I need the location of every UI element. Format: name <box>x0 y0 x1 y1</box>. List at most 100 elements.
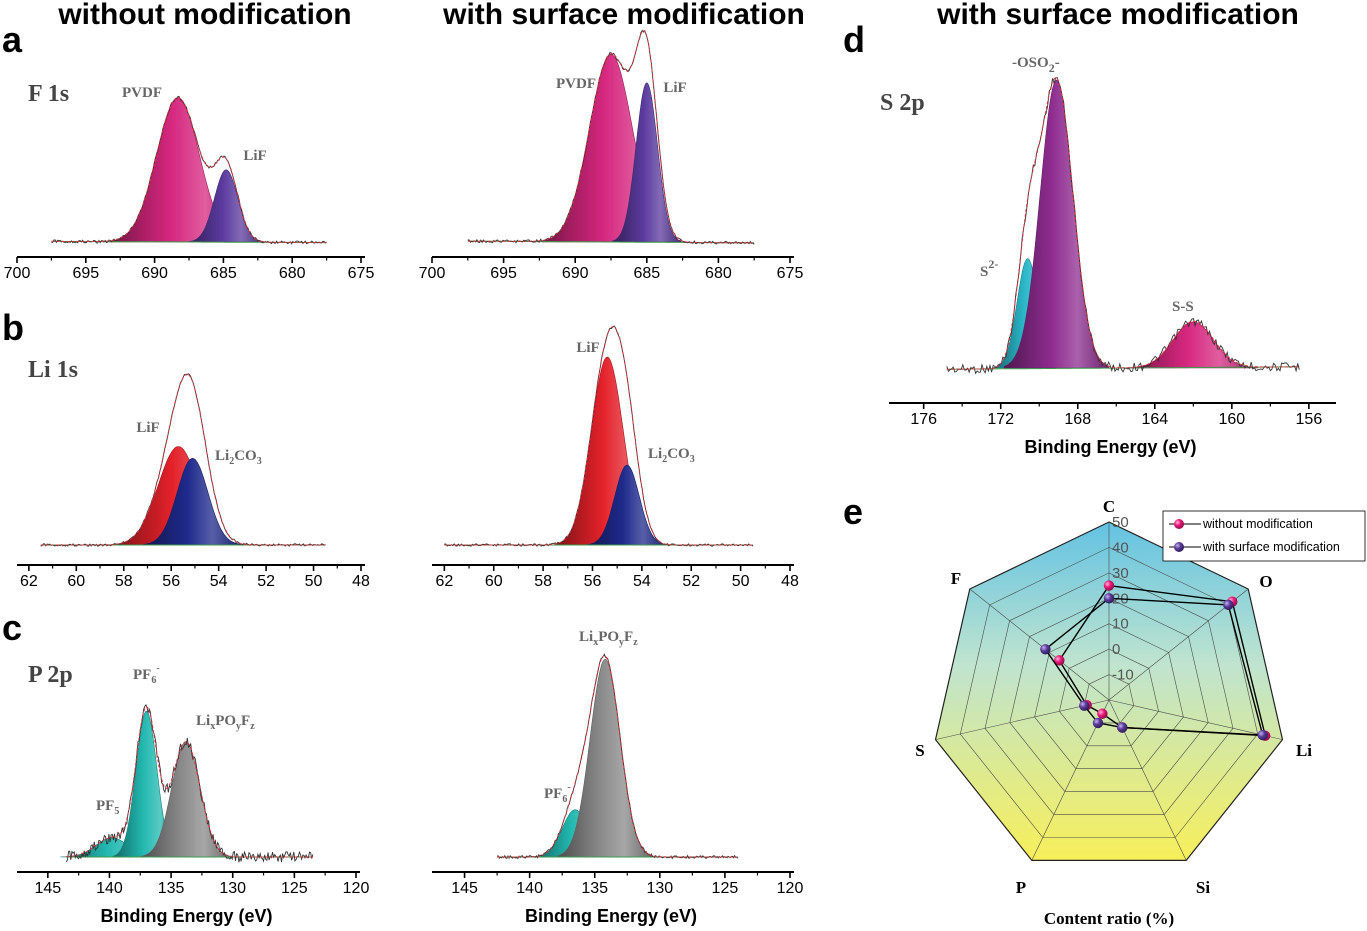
peak-label-lif: LiF <box>243 148 266 164</box>
x-tick-label: 52 <box>682 573 700 590</box>
radar-point-without <box>1054 655 1065 666</box>
radar-point-with <box>1103 593 1115 604</box>
legend-marker <box>1174 519 1184 529</box>
radar-grid-ring <box>984 572 1234 815</box>
radar-axis-label: O <box>1259 572 1272 591</box>
peak-fill-lif <box>612 82 682 243</box>
x-tick-label: 675 <box>777 265 804 282</box>
legend-label: without modification <box>1202 517 1313 531</box>
panel-letter-a: a <box>2 19 23 60</box>
x-tick-label: 160 <box>1218 411 1245 428</box>
fit-envelope-line <box>51 96 327 244</box>
radar-grid-ring <box>1059 648 1159 747</box>
x-tick-label: 50 <box>732 573 750 590</box>
radar-point-with <box>1092 717 1104 729</box>
fit-envelope-line <box>66 706 313 858</box>
x-axis-label: Binding Energy (eV) <box>1024 437 1196 457</box>
x-tick-label: 125 <box>281 880 308 897</box>
radar-spoke <box>1108 699 1283 740</box>
radar-grid-ring <box>1009 597 1209 792</box>
peak-label-lif: LiF <box>663 80 686 96</box>
peak-label-li2co3: Li2CO3 <box>215 448 262 467</box>
element-label: Li 1s <box>28 357 78 383</box>
x-tick-label: 168 <box>1064 411 1091 428</box>
radar-tick-label: 40 <box>1112 539 1129 556</box>
x-tick-label: 145 <box>451 880 478 897</box>
radar-tick-label: 50 <box>1112 514 1129 531</box>
x-tick-label: 60 <box>67 573 85 590</box>
x-tick-label: 56 <box>584 573 602 590</box>
fit-envelope-line <box>444 326 753 546</box>
peak-label-lixpoyfz: LixPOyFz <box>196 713 255 732</box>
p2p-without-plot: P 2p 145 140 135 130 125 120 Binding Energy (eV… <box>17 662 369 926</box>
raw-spectrum-line <box>65 703 314 863</box>
peak-label-pvdf: PVDF <box>122 85 162 101</box>
x-tick-label: 680 <box>279 265 306 282</box>
x-tick-label: 50 <box>305 573 323 590</box>
x-tick-label: 125 <box>712 880 739 897</box>
x-tick-label: 58 <box>115 573 133 590</box>
x-tick-label: 164 <box>1141 411 1168 428</box>
peak-fill-li2co3 <box>142 457 243 546</box>
element-label: P 2p <box>28 662 73 688</box>
x-tick-label: 135 <box>158 880 185 897</box>
radar-spoke <box>969 588 1110 701</box>
f1s-with-plot: 700 695 690 685 680 675 <box>419 29 804 282</box>
radar-point-with <box>1040 644 1051 655</box>
x-tick-label: 48 <box>352 573 370 590</box>
radar-grid-ring <box>959 547 1259 838</box>
peak-label-pf5: PF5 <box>96 798 119 817</box>
radar-point-without <box>1097 708 1108 719</box>
radar-axis-label: S <box>915 741 924 760</box>
fit-envelope-line <box>467 30 755 244</box>
element-label: F 1s <box>28 81 69 107</box>
x-tick-label: 52 <box>257 573 275 590</box>
fit-envelope-line <box>946 76 1300 370</box>
raw-spectrum-line <box>946 77 1300 375</box>
x-tick-label: 690 <box>562 265 589 282</box>
radar-axis-label: F <box>951 569 961 588</box>
panel-letter-b: b <box>2 307 24 348</box>
peak-label-pf6: PF6- <box>544 782 571 805</box>
radar-tick-label: 10 <box>1112 616 1129 633</box>
radar-series-line <box>1058 584 1267 737</box>
x-tick-label: 62 <box>435 573 453 590</box>
x-tick-label: 145 <box>34 880 61 897</box>
peak-label-li2co3: Li2CO3 <box>648 446 695 465</box>
x-axis-label: Binding Energy (eV) <box>525 906 697 926</box>
x-axis-label: Binding Energy (eV) <box>100 906 272 926</box>
x-tick-label: 135 <box>581 880 608 897</box>
radar-series-line <box>1044 597 1264 736</box>
x-tick-label: 685 <box>210 265 237 282</box>
peak-label-ss: S-S <box>1172 299 1194 315</box>
x-tick-label: 54 <box>210 573 228 590</box>
title-without-modification: without modification <box>57 0 351 31</box>
radar-grid-ring <box>1034 623 1184 770</box>
x-tick-label: 60 <box>485 573 503 590</box>
radar-point-with <box>1223 599 1234 611</box>
peak-label-lif: LiF <box>136 420 159 436</box>
radar-point-with <box>1079 700 1090 711</box>
x-tick-label: 690 <box>141 265 168 282</box>
x-tick-label: 695 <box>490 265 517 282</box>
li1s-without-plot: Li 1s 62 60 58 56 54 52 50 48 <box>17 357 370 590</box>
radar-axis-title: Content ratio (%) <box>1044 909 1174 928</box>
peak-label-s2: S2- <box>980 257 998 280</box>
legend-marker <box>1174 542 1184 552</box>
raw-spectrum-line <box>497 653 739 860</box>
radar-axis-label: Li <box>1296 741 1312 760</box>
f1s-without-plot: F 1s 700 695 690 685 680 675 <box>4 81 375 282</box>
x-tick-label: 58 <box>534 573 552 590</box>
x-tick-label: 130 <box>646 880 673 897</box>
x-tick-label: 62 <box>20 573 38 590</box>
x-tick-label: 176 <box>910 411 937 428</box>
radar-tick-label: 0 <box>1112 641 1120 658</box>
fit-envelope-line <box>497 655 738 858</box>
panel-letter-c: c <box>2 607 22 648</box>
x-tick-label: 56 <box>162 573 180 590</box>
element-label: S 2p <box>880 90 925 116</box>
radar-point-with <box>1117 722 1128 733</box>
title-with-modification-middle: with surface modification <box>442 0 805 31</box>
